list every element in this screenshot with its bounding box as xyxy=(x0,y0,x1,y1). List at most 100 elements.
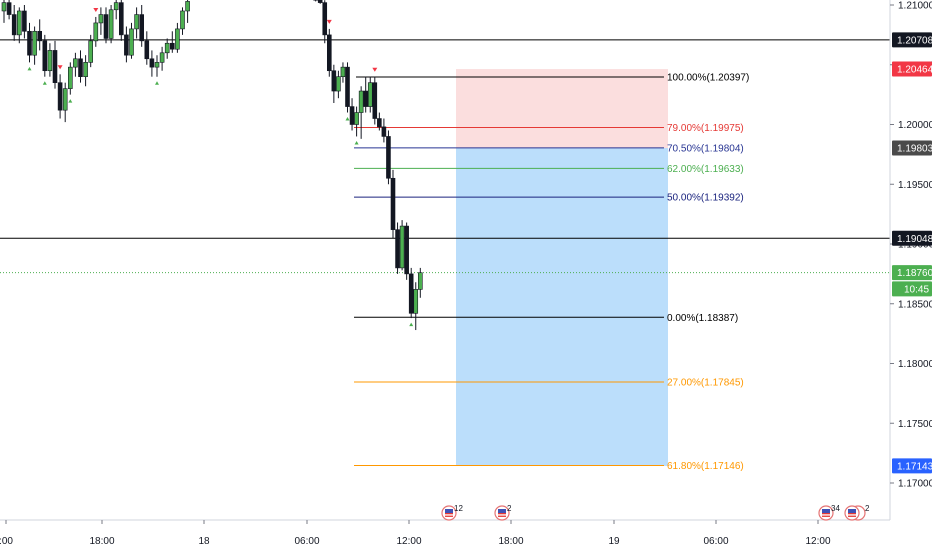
us-event-flag-icon[interactable]: 12 xyxy=(442,504,463,520)
price-tag: 1.20464 xyxy=(892,62,932,77)
candle xyxy=(104,7,108,43)
candle xyxy=(140,5,144,47)
buy-signal-arrow xyxy=(409,323,413,327)
candle xyxy=(396,222,400,273)
price-tick-label: 1.20000 xyxy=(898,120,932,131)
candle xyxy=(382,119,386,143)
candle xyxy=(150,50,154,76)
candle xyxy=(414,282,418,330)
time-tick-label: 12:00 xyxy=(805,536,830,547)
candle xyxy=(318,0,322,4)
price-tag-label: 1.17143 xyxy=(897,461,932,472)
price-tag: 1.19803 xyxy=(892,141,932,156)
candle xyxy=(53,41,57,89)
candle xyxy=(391,170,395,238)
candle xyxy=(418,268,422,298)
candle xyxy=(373,77,377,125)
candle xyxy=(63,83,67,122)
time-tick-label: 12:00 xyxy=(396,536,421,547)
us-event-flag-icon[interactable]: 34 xyxy=(819,504,840,520)
event-count-label: 12 xyxy=(454,504,463,513)
candle xyxy=(145,31,149,64)
sell-signal-arrow xyxy=(372,68,377,72)
economic-events[interactable]: 12 2 34 2 xyxy=(442,504,870,520)
fib-level-label-3: 62.00%(1.19633) xyxy=(667,164,744,175)
fib-level-label-7: 61.80%(1.17146) xyxy=(667,461,744,472)
candle xyxy=(332,65,336,103)
price-tag-label: 1.18760 xyxy=(897,268,932,279)
candle xyxy=(181,7,185,34)
take-profit-zone[interactable] xyxy=(456,148,668,466)
time-tick-label: 18:00 xyxy=(498,536,523,547)
price-tick-label: 1.17500 xyxy=(898,419,932,430)
candle xyxy=(38,19,42,50)
price-tag-label: 10:45 xyxy=(904,284,929,295)
time-tick-label: 19 xyxy=(608,536,620,547)
event-count-label: 2 xyxy=(865,504,870,513)
buy-signal-arrow xyxy=(155,81,159,85)
time-tick-label: 06:00 xyxy=(294,536,319,547)
price-tick-label: 1.18000 xyxy=(898,359,932,370)
candle xyxy=(155,55,159,77)
candle xyxy=(350,98,354,130)
time-tick-label: 06:00 xyxy=(703,536,728,547)
candlestick-series xyxy=(2,0,422,330)
price-tag-label: 1.20708 xyxy=(897,35,932,46)
candle xyxy=(43,35,47,77)
candle xyxy=(114,0,118,19)
candle xyxy=(17,7,21,43)
fib-level-label-5: 0.00%(1.18387) xyxy=(667,313,738,324)
candle xyxy=(170,31,174,53)
candle xyxy=(58,74,62,118)
event-count-label: 34 xyxy=(831,504,840,513)
candle xyxy=(2,0,6,23)
candle xyxy=(368,77,372,113)
signal-arrows xyxy=(12,0,414,326)
candle xyxy=(327,29,331,77)
event-count-label: 2 xyxy=(507,504,512,513)
candle xyxy=(400,220,404,270)
candle xyxy=(84,55,88,86)
candle xyxy=(405,222,409,279)
candle xyxy=(33,27,37,65)
candle xyxy=(73,53,77,77)
buy-signal-arrow xyxy=(68,99,72,103)
candle xyxy=(22,5,26,38)
buy-signal-arrow xyxy=(43,81,47,85)
fib-level-label-1: 79.00%(1.19975) xyxy=(667,123,744,134)
price-tag: 1.19048 xyxy=(892,231,932,246)
candle xyxy=(186,0,190,23)
buy-signal-arrow xyxy=(346,117,350,121)
candle xyxy=(7,0,11,19)
us-event-flag-icon[interactable]: 2 xyxy=(845,504,870,520)
price-tag-label: 1.19048 xyxy=(897,234,932,245)
candle xyxy=(109,5,113,43)
candle xyxy=(336,71,340,98)
fib-level-label-0: 100.00%(1.20397) xyxy=(667,73,749,84)
candle xyxy=(28,23,32,62)
candle xyxy=(409,268,413,318)
candle xyxy=(165,38,169,58)
fib-level-label-6: 27.00%(1.17845) xyxy=(667,378,744,389)
candle xyxy=(323,0,327,43)
candle xyxy=(79,50,83,82)
stop-loss-zone[interactable] xyxy=(456,69,668,148)
time-tick-label: 18 xyxy=(198,536,210,547)
horizontal-lines xyxy=(0,40,890,273)
us-event-flag-icon[interactable]: 2 xyxy=(495,504,512,520)
price-tag: 10:45 xyxy=(892,281,932,296)
candle xyxy=(364,77,368,113)
candle xyxy=(314,0,318,1)
candle xyxy=(135,7,139,38)
price-tick-label: 1.21000 xyxy=(898,1,932,12)
buy-signal-arrow xyxy=(355,141,359,145)
price-tag-label: 1.19803 xyxy=(897,144,932,155)
position-zones xyxy=(456,69,668,466)
time-tick-label: :00 xyxy=(0,536,13,547)
candle xyxy=(355,107,359,137)
price-tick-label: 1.18500 xyxy=(898,299,932,310)
sell-signal-arrow xyxy=(327,20,332,24)
